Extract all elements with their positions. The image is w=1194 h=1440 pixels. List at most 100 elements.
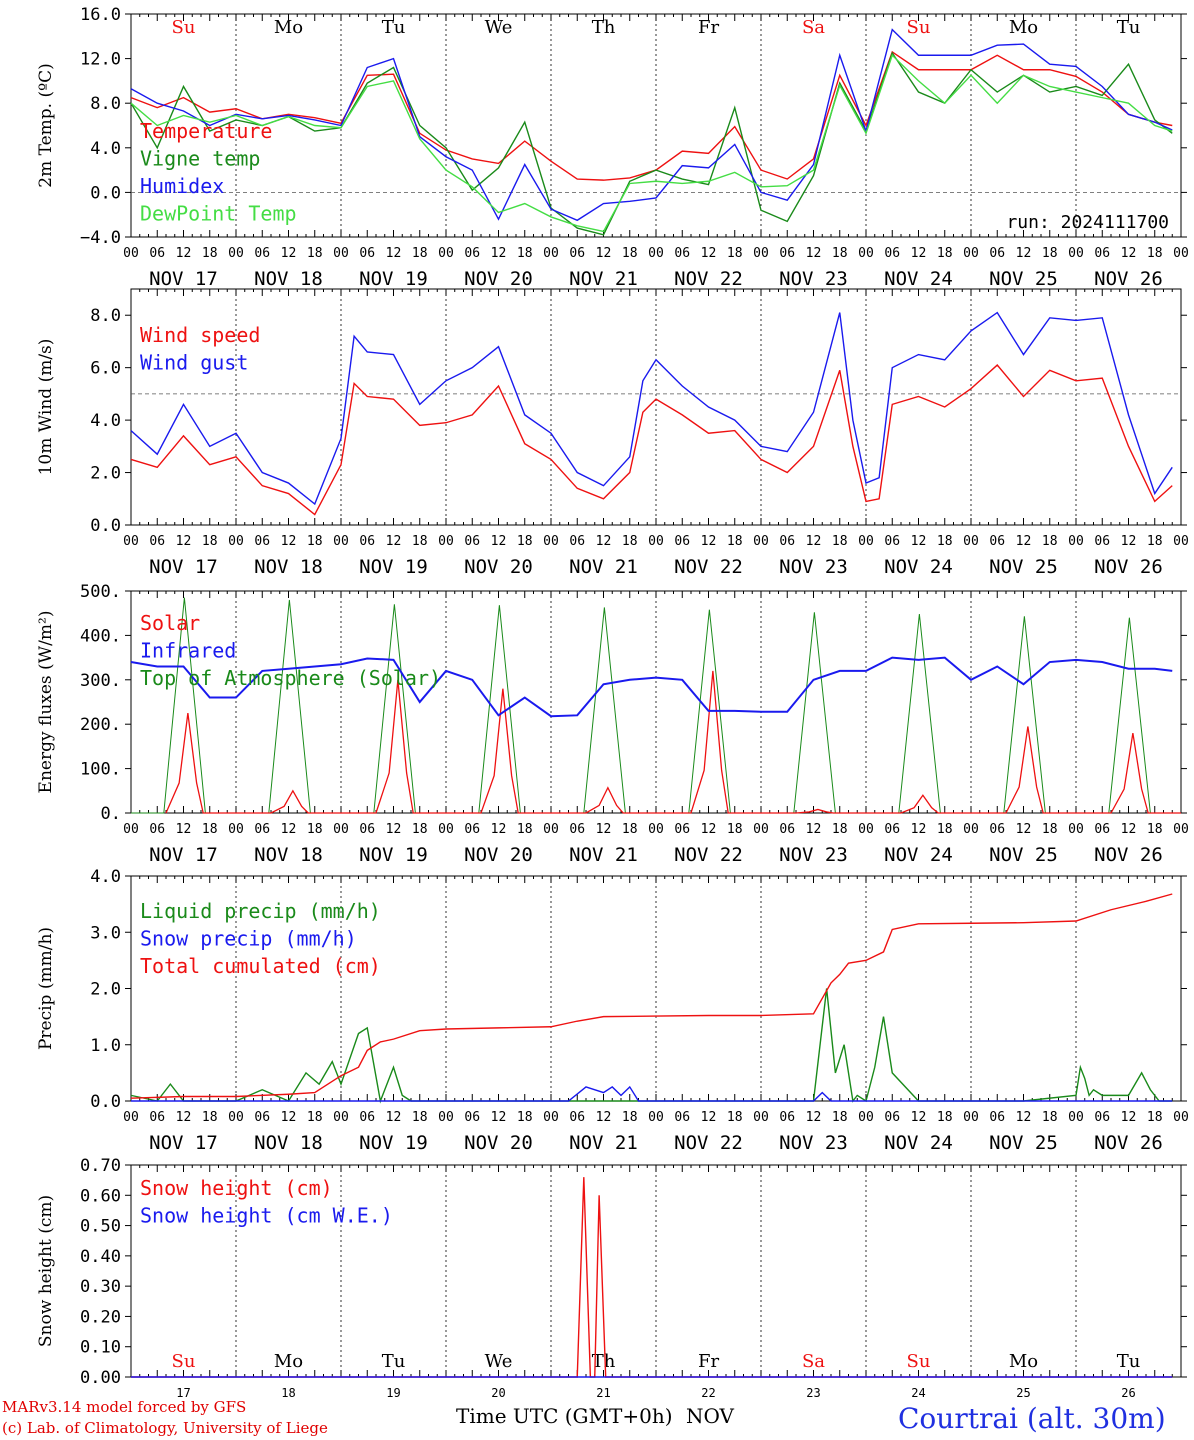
hour-tick-label: 12 [701,246,717,261]
hour-tick-label: 18 [412,1110,428,1125]
weekday-label: Tu [382,17,406,38]
weekday-label: Mo [1009,1351,1038,1372]
day-label: NOV 21 [569,556,638,578]
hour-tick-label: 00 [543,1110,559,1125]
series-wind-speed [130,364,1173,516]
hour-tick-label: 00 [1068,246,1084,261]
day-label: NOV 20 [464,268,533,290]
hour-tick-label: 12 [1121,246,1137,261]
y-tick-label: 0.60 [80,1186,121,1206]
hour-tick-label: 00 [228,1110,244,1125]
hour-tick-label: 12 [596,822,612,837]
day-number: 25 [1016,1386,1030,1400]
y-tick-label: 6.0 [90,359,121,379]
day-label: NOV 19 [359,844,428,866]
day-number: 18 [281,1386,295,1400]
hour-tick-label: 12 [911,534,927,549]
weekday-label: Su [172,1351,196,1372]
hour-tick-label: 06 [464,534,480,549]
station-name: Courtrai (alt. 30m) [898,1402,1166,1435]
hour-tick-label: 06 [1094,822,1110,837]
y-tick-label: 8.0 [90,94,121,114]
hour-tick-label: 12 [281,822,297,837]
day-number: 19 [386,1386,400,1400]
hour-tick-label: 12 [1016,246,1032,261]
hour-tick-label: 00 [858,246,874,261]
weekday-label: Su [907,1351,931,1372]
hour-tick-label: 00 [648,822,664,837]
hour-tick-label: 06 [674,822,690,837]
hour-tick-label: 06 [779,1110,795,1125]
hour-tick-label: 06 [674,534,690,549]
day-number: 24 [911,1386,925,1400]
hour-tick-label: 06 [254,1110,270,1125]
hour-tick-label: 00 [648,1110,664,1125]
hour-tick-label: 00 [1068,822,1084,837]
day-label: NOV 22 [674,556,743,578]
hour-tick-label: 00 [543,822,559,837]
legend-entry: DewPoint Temp [140,202,297,226]
hour-tick-label: 18 [202,822,218,837]
hour-tick-label: 12 [911,246,927,261]
hour-tick-label: 18 [412,822,428,837]
day-label: NOV 21 [569,1132,638,1154]
hour-tick-label: 18 [517,246,533,261]
y-axis-label: Energy fluxes (W/m²) [36,611,56,794]
hour-tick-label: 12 [491,822,507,837]
hour-tick-label: 18 [727,246,743,261]
hour-tick-label: 12 [806,1110,822,1125]
hour-tick-label: 00 [123,534,139,549]
hour-tick-label: 12 [701,534,717,549]
hour-tick-label: 18 [1042,822,1058,837]
hour-tick-label: 06 [254,822,270,837]
legend-entry: Humidex [140,174,224,198]
hour-tick-label: 12 [491,534,507,549]
day-label: NOV 24 [884,268,953,290]
y-tick-label: 4.0 [90,139,121,159]
day-label: NOV 18 [254,1132,323,1154]
hour-tick-label: 06 [149,822,165,837]
series-total-cumulated-cm [130,893,1173,1099]
hour-tick-label: 12 [1121,1110,1137,1125]
hour-tick-label: 18 [1147,822,1163,837]
hour-tick-label: 00 [438,822,454,837]
hour-tick-label: 00 [1068,534,1084,549]
day-label: NOV 26 [1094,556,1163,578]
weekday-label: Mo [274,1351,303,1372]
hour-tick-label: 00 [753,822,769,837]
hour-tick-label: 06 [149,1110,165,1125]
weekday-label: Fr [698,1351,719,1372]
hour-tick-label: 06 [1094,1110,1110,1125]
hour-tick-label: 06 [359,1110,375,1125]
hour-tick-label: 12 [281,1110,297,1125]
legend-entry: Liquid precip (mm/h) [140,899,381,923]
day-label: NOV 22 [674,268,743,290]
hour-tick-label: 18 [727,822,743,837]
series-humidex [130,28,1173,222]
hour-tick-label: 06 [989,246,1005,261]
day-label: NOV 19 [359,556,428,578]
y-tick-label: 2.0 [90,980,121,1000]
weekday-label: Sa [802,1351,825,1372]
hour-tick-label: 18 [307,1110,323,1125]
day-label: NOV 21 [569,268,638,290]
day-label: NOV 26 [1094,1132,1163,1154]
hour-tick-label: 06 [254,246,270,261]
day-number: 26 [1121,1386,1135,1400]
day-label: NOV 23 [779,268,848,290]
hour-tick-label: 18 [937,246,953,261]
hour-tick-label: 18 [832,534,848,549]
hour-tick-label: 06 [989,534,1005,549]
hour-tick-label: 00 [438,246,454,261]
hour-tick-label: 00 [858,1110,874,1125]
day-label: NOV 26 [1094,844,1163,866]
weekday-label: Tu [1117,1351,1141,1372]
hour-tick-label: 06 [989,822,1005,837]
hour-tick-label: 00 [543,534,559,549]
y-axis-label: 2m Temp. (ºC) [36,63,56,188]
day-label: NOV 19 [359,268,428,290]
hour-tick-label: 00 [543,246,559,261]
hour-tick-label: 00 [963,534,979,549]
hour-tick-label: 18 [622,246,638,261]
